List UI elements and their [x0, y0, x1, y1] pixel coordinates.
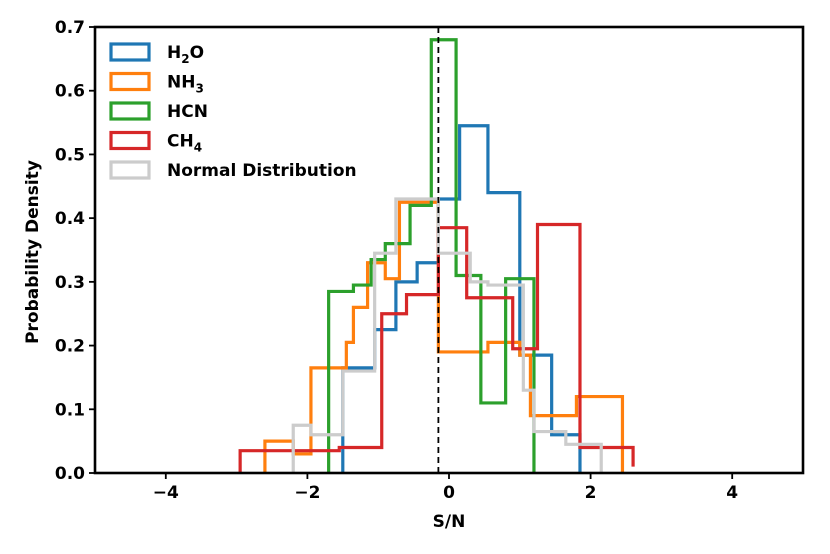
- y-tick-label: 0.5: [55, 145, 85, 165]
- legend-swatch: [109, 160, 151, 180]
- legend-entry: CH4: [109, 130, 202, 155]
- y-tick-label: 0.1: [55, 400, 85, 420]
- legend-entry: H2O: [109, 42, 204, 66]
- x-tick-label: 4: [726, 483, 738, 503]
- y-tick-label: 0.4: [55, 209, 85, 229]
- y-axis-label: Probability Density: [23, 160, 43, 344]
- legend-entry: HCN: [109, 101, 208, 122]
- x-tick-label: −2: [294, 483, 320, 503]
- y-tick-label: 0.7: [55, 18, 85, 38]
- histogram-series-nh3: [263, 200, 625, 473]
- axes: −4 −2 0 2 4 0.0 0.1 0.2 0.3 0.4 0.5 0.6 0.7: [55, 18, 805, 503]
- x-axis-label: S/N: [433, 512, 466, 532]
- legend-label: Normal Distribution: [167, 161, 357, 181]
- legend-swatch: [109, 42, 151, 62]
- legend-swatch: [109, 71, 151, 92]
- y-tick-label: 0.2: [55, 337, 85, 357]
- x-tick-label: 2: [585, 483, 597, 503]
- histogram-series-hcn: [327, 38, 536, 473]
- x-tick-label: 0: [443, 483, 455, 503]
- y-tick-label: 0.3: [55, 273, 85, 293]
- plot-area: [238, 27, 635, 473]
- legend-label: H2O: [167, 43, 204, 66]
- legend-label: CH4: [167, 132, 202, 155]
- legend-label: HCN: [167, 102, 208, 122]
- legend-swatch: [109, 101, 151, 121]
- y-tick-label: 0.0: [55, 464, 85, 484]
- legend-entry: Normal Distribution: [109, 160, 357, 181]
- histogram-series-h2o: [341, 124, 582, 473]
- legend: H2O NH3 HCN CH4 Normal Distribution: [109, 42, 357, 181]
- histogram-series-normal-distribution: [291, 197, 603, 473]
- histogram-series-ch4: [238, 222, 635, 473]
- legend-swatch: [109, 130, 151, 151]
- y-tick-label: 0.6: [55, 82, 85, 102]
- legend-label: NH3: [167, 73, 204, 96]
- legend-entry: NH3: [109, 71, 204, 96]
- x-tick-label: −4: [153, 483, 179, 503]
